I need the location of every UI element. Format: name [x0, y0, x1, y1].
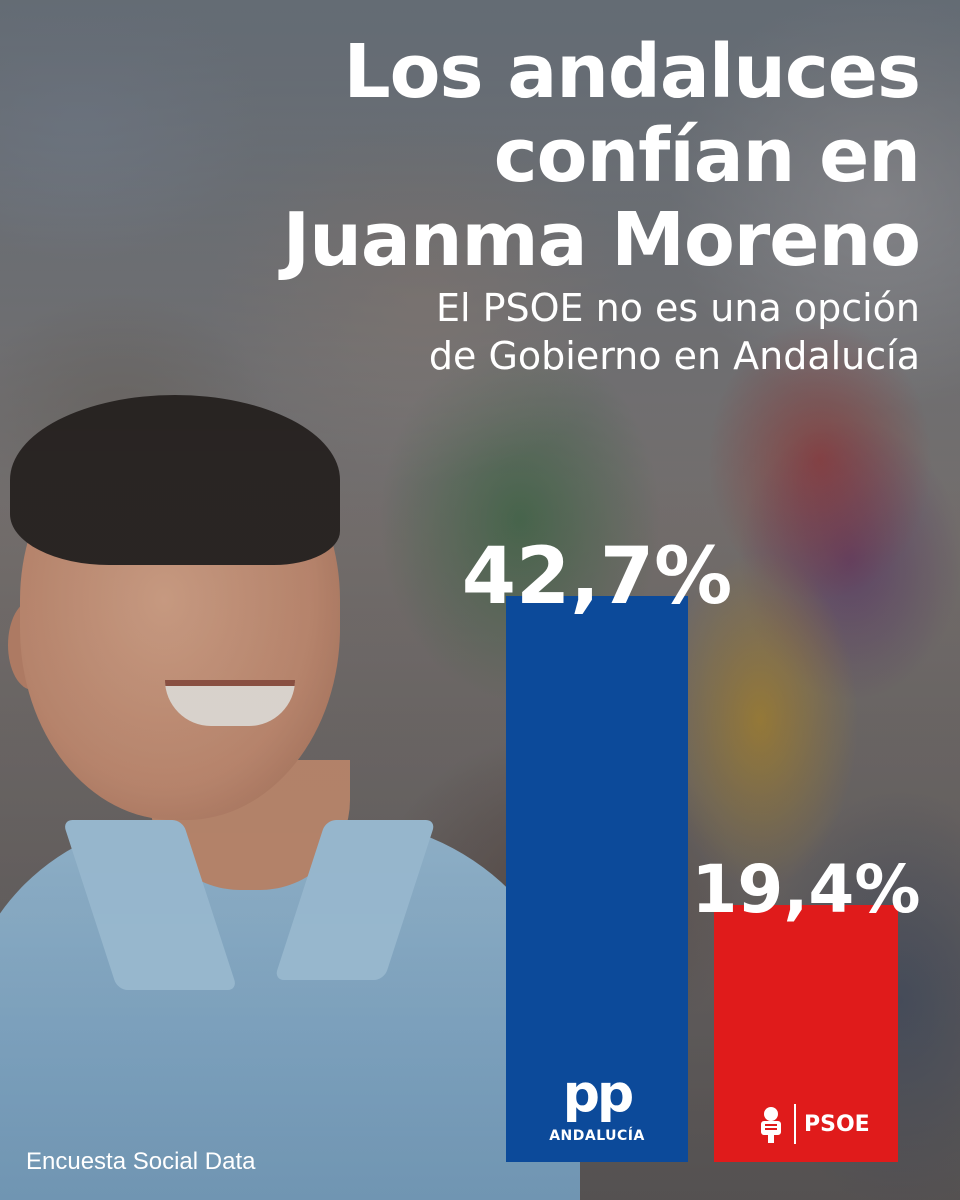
psoe-logo: PSOE — [756, 1104, 870, 1144]
pp-logo-sub: ANDALUCÍA — [549, 1128, 645, 1144]
title-line: confían en — [493, 113, 921, 199]
source-note: Encuesta Social Data — [26, 1148, 256, 1175]
subtitle-line: de Gobierno en Andalucía — [428, 334, 920, 378]
bar-value-pp: 42,7% — [461, 532, 733, 623]
rose-fist-icon — [756, 1105, 786, 1143]
candidate-photo — [0, 395, 580, 1200]
bar-value-psoe: 19,4% — [691, 850, 921, 928]
bar-pp — [506, 596, 688, 1162]
title-line: Los andaluces — [343, 29, 921, 115]
headline-subtitle: El PSOE no es una opción de Gobierno en … — [160, 284, 920, 380]
logo-divider — [794, 1104, 796, 1144]
title-line: Juanma Moreno — [282, 197, 921, 283]
bar-psoe — [714, 904, 898, 1162]
headline-title: Los andaluces confían en Juanma Moreno — [160, 29, 921, 283]
pp-andalucia-logo: pp ANDALUCÍA — [506, 1068, 688, 1144]
psoe-logo-text: PSOE — [804, 1111, 870, 1137]
hair — [10, 395, 340, 565]
smile — [165, 680, 295, 726]
pp-logo-mark: pp — [562, 1064, 634, 1124]
subtitle-line: El PSOE no es una opción — [435, 286, 920, 330]
